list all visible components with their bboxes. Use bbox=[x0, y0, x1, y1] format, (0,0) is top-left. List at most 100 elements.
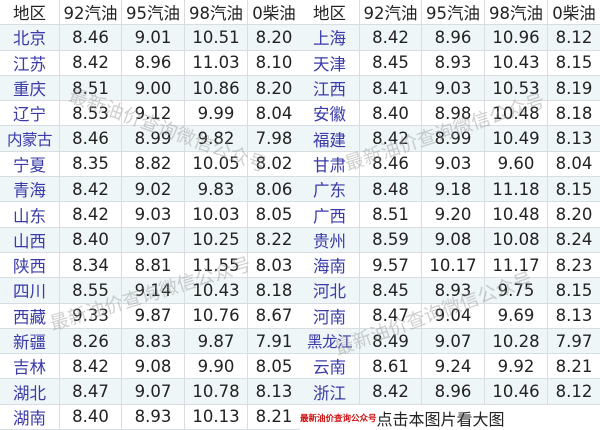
price-cell-d0: 8.13 bbox=[255, 382, 293, 402]
price-cell-d0: 8.12 bbox=[555, 382, 593, 402]
price-cell-p92: 8.42 bbox=[360, 25, 422, 50]
price-cell-p92: 8.46 bbox=[60, 126, 122, 151]
price-cell-p95: 8.81 bbox=[122, 252, 185, 278]
price-cell-d0: 8.13 bbox=[555, 129, 593, 149]
footer-source: 最新油价查询公众号 bbox=[300, 413, 377, 424]
price-cell-p95: 9.07 bbox=[122, 379, 185, 404]
region-cell: 山东 bbox=[0, 202, 60, 227]
column-header: 95汽油 bbox=[122, 0, 185, 25]
footer-view-large-link[interactable]: 点击本图片看大图 bbox=[376, 409, 505, 429]
price-cell-p95: 8.82 bbox=[122, 151, 185, 177]
table-row: 天津 8.45 8.93 10.43 8.15 bbox=[300, 50, 600, 76]
price-cell-p95: 9.03 bbox=[422, 151, 485, 177]
price-cell-p98: 9.87 bbox=[185, 328, 248, 354]
table-row: 湖北 8.47 9.07 10.78 8.13 bbox=[0, 379, 300, 405]
region-cell: 湖南 bbox=[0, 404, 60, 430]
price-cell-p95: 8.99 bbox=[122, 126, 185, 151]
price-cell-p92: 8.47 bbox=[60, 379, 122, 404]
price-cell-p92: 9.33 bbox=[60, 303, 122, 328]
price-cell-d0: 8.05 bbox=[255, 356, 293, 376]
price-cell-p98: 10.43 bbox=[485, 50, 548, 75]
column-header: 92汽油 bbox=[60, 0, 122, 25]
region-cell: 河南 bbox=[300, 303, 360, 328]
price-cell-p98: 10.48 bbox=[485, 101, 548, 126]
price-cell-d0: 8.13 bbox=[555, 306, 593, 326]
price-cell-p95: 9.00 bbox=[122, 75, 185, 101]
price-cell-p95: 9.02 bbox=[122, 177, 185, 202]
region-cell: 广东 bbox=[300, 177, 360, 202]
price-cell-p95: 9.03 bbox=[422, 75, 485, 101]
price-cell-p92: 8.55 bbox=[60, 278, 122, 303]
region-cell: 重庆 bbox=[0, 75, 60, 101]
price-cell-p95: 9.07 bbox=[422, 328, 485, 354]
table-row: 河南 8.47 9.04 9.69 8.13 bbox=[300, 303, 600, 329]
table-row: 吉林 8.42 9.08 9.90 8.05 bbox=[0, 354, 300, 380]
table-row: 海南 9.57 10.17 11.17 8.23 bbox=[300, 252, 600, 279]
table-row: 甘肃 8.46 9.03 9.60 8.04 bbox=[300, 151, 600, 178]
region-cell: 内蒙古 bbox=[0, 126, 60, 151]
price-cell-p92: 8.40 bbox=[360, 101, 422, 126]
price-cell-d0: 8.67 bbox=[255, 306, 293, 326]
table-row: 河北 8.45 8.93 9.75 8.15 bbox=[300, 278, 600, 304]
price-cell-p92: 8.45 bbox=[360, 50, 422, 75]
region-cell: 湖北 bbox=[0, 379, 60, 404]
table-row: 黑龙江 8.49 9.07 10.28 7.97 bbox=[300, 328, 600, 355]
table-header-row: 地区 92汽油 95汽油 98汽油 0柴油 bbox=[300, 0, 600, 26]
table-row: 云南 8.61 9.24 9.92 8.21 bbox=[300, 354, 600, 380]
table-row: 陕西 8.34 8.81 11.55 8.03 bbox=[0, 252, 300, 279]
table-row: 湖南 8.40 8.93 10.13 8.21 bbox=[0, 404, 300, 430]
table-row: 四川 8.55 9.14 10.43 8.18 bbox=[0, 278, 300, 304]
price-cell-p92: 8.51 bbox=[60, 75, 122, 101]
price-cell-p95: 9.01 bbox=[122, 25, 185, 50]
price-cell-p98: 10.51 bbox=[185, 25, 248, 50]
price-cell-p92: 8.46 bbox=[60, 25, 122, 50]
price-cell-p98: 10.86 bbox=[185, 75, 248, 101]
price-cell-d0: 8.15 bbox=[555, 280, 593, 300]
price-cell-p92: 8.26 bbox=[60, 328, 122, 354]
price-cell-p95: 9.87 bbox=[122, 303, 185, 328]
price-cell-d0: 8.22 bbox=[255, 230, 293, 250]
price-cell-p95: 9.20 bbox=[422, 202, 485, 227]
price-cell-p98: 10.49 bbox=[485, 126, 548, 151]
price-cell-d0: 8.03 bbox=[255, 255, 293, 275]
price-cell-p95: 8.96 bbox=[422, 25, 485, 50]
price-cell-p98: 10.48 bbox=[485, 202, 548, 227]
price-cell-p95: 9.08 bbox=[122, 354, 185, 379]
table-row: 山东 8.42 9.03 10.03 8.05 bbox=[0, 202, 300, 228]
table-row: 内蒙古 8.46 8.99 9.82 7.98 bbox=[0, 126, 300, 152]
price-cell-p92: 8.53 bbox=[60, 101, 122, 126]
price-table-left: 地区 92汽油 95汽油 98汽油 0柴油 北京 8.46 9.01 10.51 8.20 江苏 8.… bbox=[0, 0, 300, 430]
price-cell-p92: 8.40 bbox=[60, 404, 122, 430]
region-cell: 贵州 bbox=[300, 227, 360, 252]
table-row: 辽宁 8.53 9.12 9.99 8.04 bbox=[0, 101, 300, 127]
price-cell-p95: 8.93 bbox=[422, 278, 485, 303]
price-cell-p98: 9.90 bbox=[185, 354, 248, 379]
footer[interactable]: 最新油价查询公众号 点击本图片看大图 bbox=[300, 405, 600, 430]
region-cell: 青海 bbox=[0, 177, 60, 202]
column-header: 98汽油 bbox=[185, 0, 248, 25]
price-cell-p98: 10.03 bbox=[185, 202, 248, 227]
price-cell-p95: 9.04 bbox=[422, 303, 485, 328]
column-header: 98汽油 bbox=[485, 0, 548, 25]
table-row: 广东 8.48 9.18 11.18 8.15 bbox=[300, 177, 600, 203]
price-cell-p95: 10.17 bbox=[422, 252, 485, 278]
price-cell-p98: 10.46 bbox=[485, 379, 548, 404]
price-table-right: 地区 92汽油 95汽油 98汽油 0柴油 上海 8.42 8.96 10.96 8.12 天津 8.… bbox=[300, 0, 600, 405]
price-cell-d0: 8.20 bbox=[255, 27, 293, 47]
price-cell-d0: 8.04 bbox=[255, 103, 293, 123]
table-row: 山西 8.40 9.07 10.25 8.22 bbox=[0, 227, 300, 253]
table-row: 宁夏 8.35 8.82 10.05 8.02 bbox=[0, 151, 300, 178]
price-cell-p92: 8.35 bbox=[60, 151, 122, 177]
region-cell: 山西 bbox=[0, 227, 60, 252]
region-cell: 云南 bbox=[300, 354, 360, 379]
price-cell-d0: 7.91 bbox=[255, 331, 293, 351]
column-header: 92汽油 bbox=[360, 0, 422, 25]
price-cell-d0: 8.20 bbox=[555, 205, 593, 225]
price-cell-d0: 8.06 bbox=[255, 179, 293, 199]
region-cell: 西藏 bbox=[0, 303, 60, 328]
price-cell-d0: 8.19 bbox=[555, 78, 593, 98]
price-cell-d0: 8.04 bbox=[555, 154, 593, 174]
table-row: 福建 8.42 8.99 10.49 8.13 bbox=[300, 126, 600, 152]
table-row: 上海 8.42 8.96 10.96 8.12 bbox=[300, 25, 600, 51]
table-row: 江西 8.41 9.03 10.53 8.19 bbox=[300, 75, 600, 102]
